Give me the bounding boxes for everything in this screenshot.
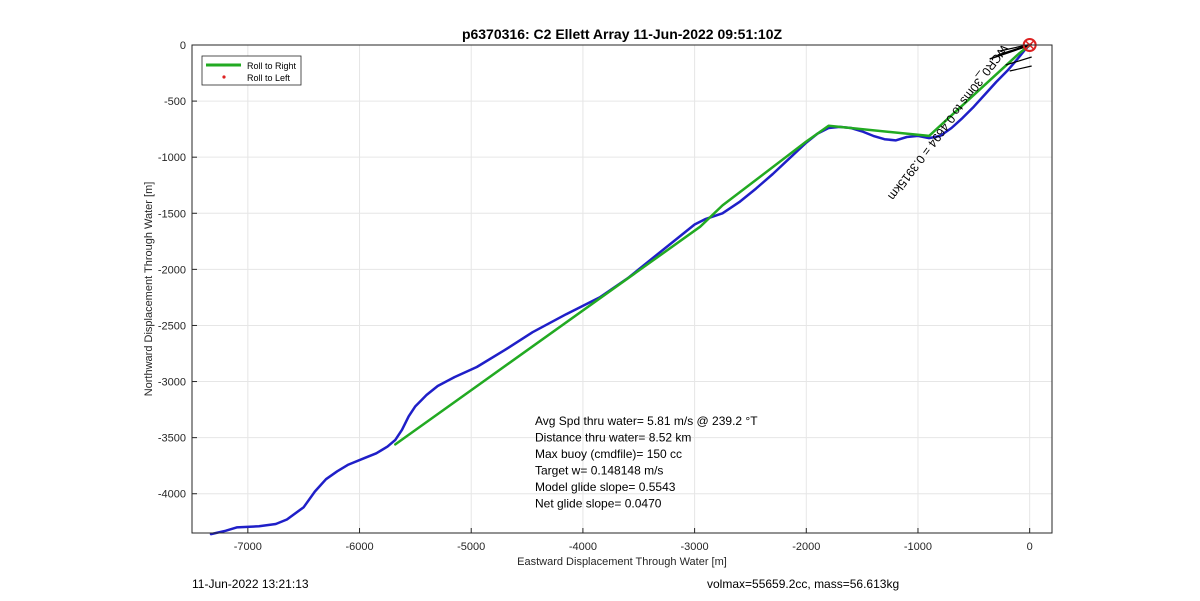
legend-swatch-roll-left: [222, 75, 226, 79]
chart-title: p6370316: C2 Ellett Array 11-Jun-2022 09…: [462, 26, 783, 42]
x-tick-label: -1000: [904, 541, 932, 553]
legend: Roll to Right Roll to Left: [201, 55, 302, 86]
plot-frame: [191, 44, 1053, 534]
current-arrow: [1005, 56, 1032, 66]
x-tick-label: 0: [1027, 541, 1033, 553]
y-tick-label: -500: [164, 96, 186, 108]
y-tick-label: -4000: [158, 489, 186, 501]
roll-right-line: [394, 43, 1031, 446]
axis-ticks: -7000 -6000 -5000 -4000 -3000 -2000 -1000 0 0 -50…: [158, 40, 1033, 553]
stats-line: Net glide slope= 0.0470: [535, 497, 662, 511]
stats-block: Avg Spd thru water= 5.81 m/s @ 239.2 °T D…: [535, 414, 758, 511]
footer-buoy-info: volmax=55659.2cc, mass=56.613kg: [707, 577, 900, 591]
stats-line: Max buoy (cmdfile)= 150 cc: [535, 447, 682, 461]
y-tick-label: -3500: [158, 433, 186, 445]
legend-label-roll-right: Roll to Right: [247, 61, 297, 71]
plot-background: [192, 45, 1052, 533]
x-tick-label: -3000: [681, 541, 709, 553]
y-tick-label: -2500: [158, 320, 186, 332]
current-arrow: [1009, 65, 1032, 72]
y-axis-label: Northward Displacement Through Water [m]: [143, 182, 155, 397]
x-tick-label: -7000: [234, 541, 262, 553]
stats-line: Distance thru water= 8.52 km: [535, 431, 691, 445]
y-tick-label: -1500: [158, 208, 186, 220]
track-line: [209, 43, 1031, 536]
stats-line: Model glide slope= 0.5543: [535, 480, 676, 494]
series-layer: [209, 43, 1031, 536]
y-tick-label: -2000: [158, 264, 186, 276]
x-axis-label: Eastward Displacement Through Water [m]: [517, 556, 727, 568]
y-tick-label: -3000: [158, 377, 186, 389]
y-tick-label: 0: [180, 40, 186, 52]
stats-line: Target w= 0.148148 m/s: [535, 464, 663, 478]
y-tick-label: -1000: [158, 152, 186, 164]
x-tick-label: -5000: [457, 541, 485, 553]
footer-timestamp: 11-Jun-2022 13:21:13: [192, 577, 309, 591]
x-tick-label: -6000: [345, 541, 373, 553]
x-tick-label: -2000: [792, 541, 820, 553]
heading-arrow: [989, 45, 1028, 60]
stats-line: Avg Spd thru water= 5.81 m/s @ 239.2 °T: [535, 414, 758, 428]
legend-box: [201, 55, 302, 86]
x-tick-label: -4000: [569, 541, 597, 553]
legend-label-roll-left: Roll to Left: [247, 73, 291, 83]
